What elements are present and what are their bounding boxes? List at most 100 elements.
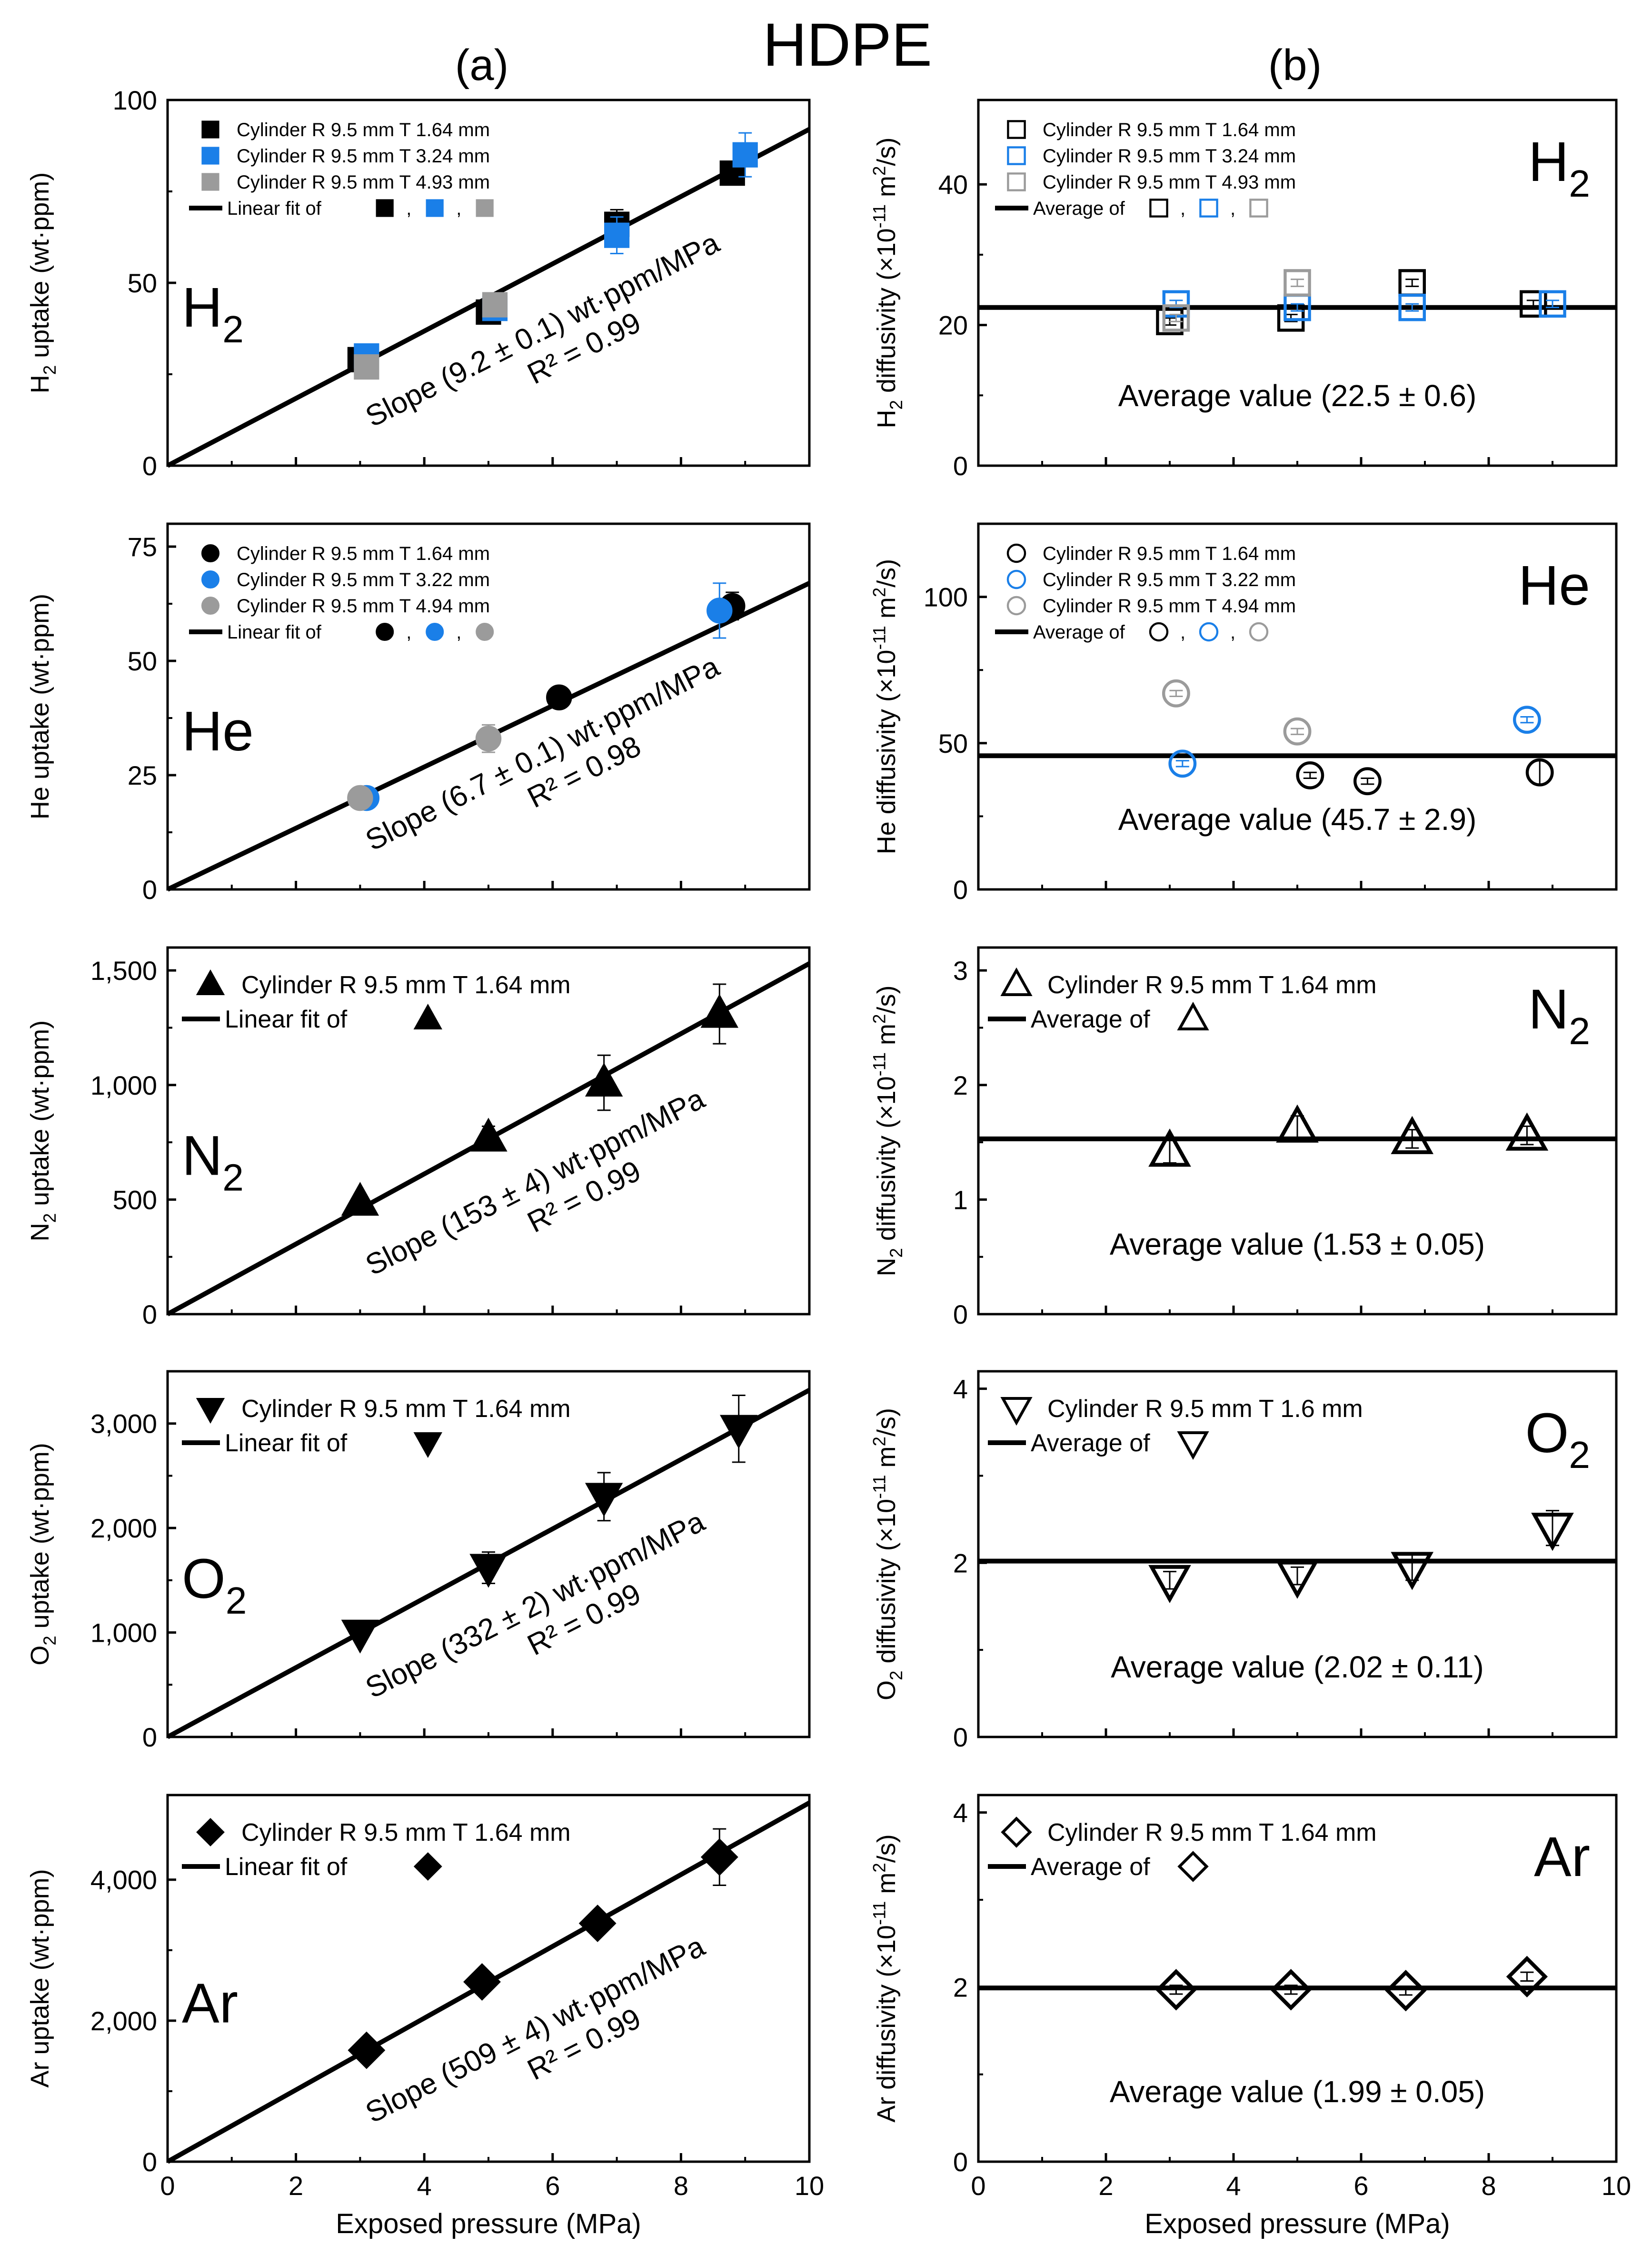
legend-marker	[1001, 1816, 1032, 1848]
text-part: uptake (wt·ppm)	[26, 172, 54, 365]
data-point	[354, 354, 379, 380]
y-tick-label: 4	[953, 1374, 968, 1404]
panel-b-n2: 0 1 2 3 N2​ diffusivity (×10-11​ m2​/s) Cylin…	[869, 946, 1618, 1329]
legend-separator: ,	[456, 198, 461, 219]
panel-a-n2: 0 500 1,000 1,500 N2​ uptake (wt·ppm) Cylinde…	[26, 946, 811, 1329]
legend-label: Cylinder R 9.5 mm T 1.64 mm	[241, 1819, 571, 1846]
legend-marker	[1007, 146, 1026, 165]
text-part: 2	[1569, 1434, 1590, 1477]
panel-a-ar: 0 2 4 6 8 10 Exposed pressure (MPa) 0 2,000 4,000…	[26, 1794, 824, 2239]
y-tick-label: 2	[953, 1548, 968, 1578]
x-tick-label: 4	[417, 2171, 432, 2201]
legend-marker	[426, 199, 444, 217]
legend-label: Cylinder R 9.5 mm T 4.93 mm	[1043, 172, 1296, 193]
text-part: He diffusivity (×10	[872, 650, 901, 855]
average-annotation: Average value (22.5 ± 0.6)	[1118, 379, 1477, 413]
text-part: m	[872, 1024, 901, 1052]
gas-label: Ar	[182, 1972, 238, 2035]
data-point	[469, 1554, 508, 1588]
text-part: 2	[886, 400, 906, 409]
text-part: -11	[869, 1052, 889, 1076]
text-part: -11	[869, 1901, 889, 1925]
gas-label: O2​	[1525, 1402, 1590, 1477]
legend-label: Average of	[1031, 1853, 1150, 1881]
data-point	[1168, 749, 1197, 778]
legend-marker	[1249, 622, 1269, 642]
legend-marker	[201, 544, 220, 563]
data-point	[1283, 717, 1312, 746]
slope-annotation: Slope (6.7 ± 0.1) wt·ppm/MPa	[360, 650, 725, 857]
average-annotation: Average value (1.99 ± 0.05)	[1110, 2075, 1485, 2109]
data-point	[1531, 1513, 1574, 1551]
legend-marker	[1199, 199, 1218, 218]
legend-label: Linear fit of	[225, 1429, 348, 1457]
y-tick-label: 3	[953, 956, 968, 986]
legend-label: Cylinder R 9.5 mm T 1.64 mm	[241, 971, 571, 999]
text-part: 2	[869, 1863, 889, 1872]
legend-separator: ,	[1180, 198, 1185, 219]
legend-marker	[1006, 569, 1026, 589]
data-point	[1353, 767, 1382, 796]
legend-marker	[201, 596, 220, 615]
text-part: /s)	[872, 1834, 901, 1863]
y-tick-label: 1,000	[90, 1070, 157, 1100]
legend-marker	[1000, 1397, 1033, 1426]
x-tick-label: 0	[160, 2171, 175, 2201]
legend-label: Average of	[1031, 1429, 1150, 1457]
data-point	[707, 598, 733, 624]
legend-label: Cylinder R 9.5 mm T 1.64 mm	[1043, 120, 1296, 140]
y-tick-label: 0	[142, 1299, 157, 1329]
data-point	[341, 1619, 379, 1654]
text-part: N	[1528, 978, 1569, 1041]
x-tick-label: 8	[1481, 2171, 1496, 2201]
text-part: m	[872, 1873, 901, 1901]
text-part: O	[1525, 1402, 1569, 1465]
text-part: /s)	[872, 1408, 901, 1437]
legend-separator: ,	[456, 622, 461, 643]
data-point	[585, 1062, 623, 1097]
x-tick-label: 6	[1353, 2171, 1368, 2201]
legend-label: Cylinder R 9.5 mm T 1.64 mm	[1047, 971, 1377, 999]
data-point	[1525, 758, 1554, 787]
data-point	[347, 785, 373, 811]
text-part: H	[1528, 130, 1569, 193]
data-point	[348, 2031, 386, 2069]
y-tick-label: 100	[113, 85, 157, 115]
y-tick-label: 1	[953, 1185, 968, 1215]
y-tick-label: 0	[142, 2147, 157, 2177]
data-point	[604, 222, 630, 248]
data-point	[1385, 1970, 1427, 2012]
text-part: m	[872, 597, 901, 626]
data-point	[469, 1118, 508, 1152]
data-point	[1276, 1560, 1319, 1599]
x-axis-label: Exposed pressure (MPa)	[336, 2208, 641, 2239]
legend-marker	[201, 147, 219, 165]
panel-b-h2: 0 20 40 H2​ diffusivity (×10-11​ m2​/s) Cyli…	[869, 99, 1618, 481]
y-tick-label: 20	[938, 310, 968, 340]
y-tick-label: 0	[953, 1722, 968, 1752]
text-part: m	[872, 176, 901, 204]
text-part: diffusivity (×10	[872, 1076, 901, 1248]
data-point	[1398, 293, 1426, 321]
data-point	[1162, 304, 1190, 332]
x-tick-label: 2	[289, 2171, 303, 2201]
y-tick-label: 4	[953, 1798, 968, 1828]
gas-label: N2​	[182, 1124, 244, 1199]
text-part: H	[26, 375, 54, 393]
text-part: -11	[869, 204, 889, 228]
data-point	[1391, 1116, 1434, 1154]
legend-marker	[413, 1003, 443, 1029]
text-part: Ar diffusivity (×10	[872, 1925, 901, 2123]
text-part: 2	[40, 365, 60, 375]
legend-marker	[201, 120, 219, 139]
text-part: He	[182, 700, 254, 763]
legend-marker	[376, 622, 394, 641]
legend-marker	[1149, 622, 1169, 642]
text-part: uptake (wt·ppm)	[26, 1443, 54, 1636]
legend-label: Cylinder R 9.5 mm T 4.93 mm	[237, 172, 490, 193]
data-point	[475, 725, 502, 752]
y-tick-label: 0	[953, 1299, 968, 1329]
legend-label: Linear fit of	[225, 1006, 348, 1033]
y-tick-label: 3,000	[90, 1409, 157, 1439]
